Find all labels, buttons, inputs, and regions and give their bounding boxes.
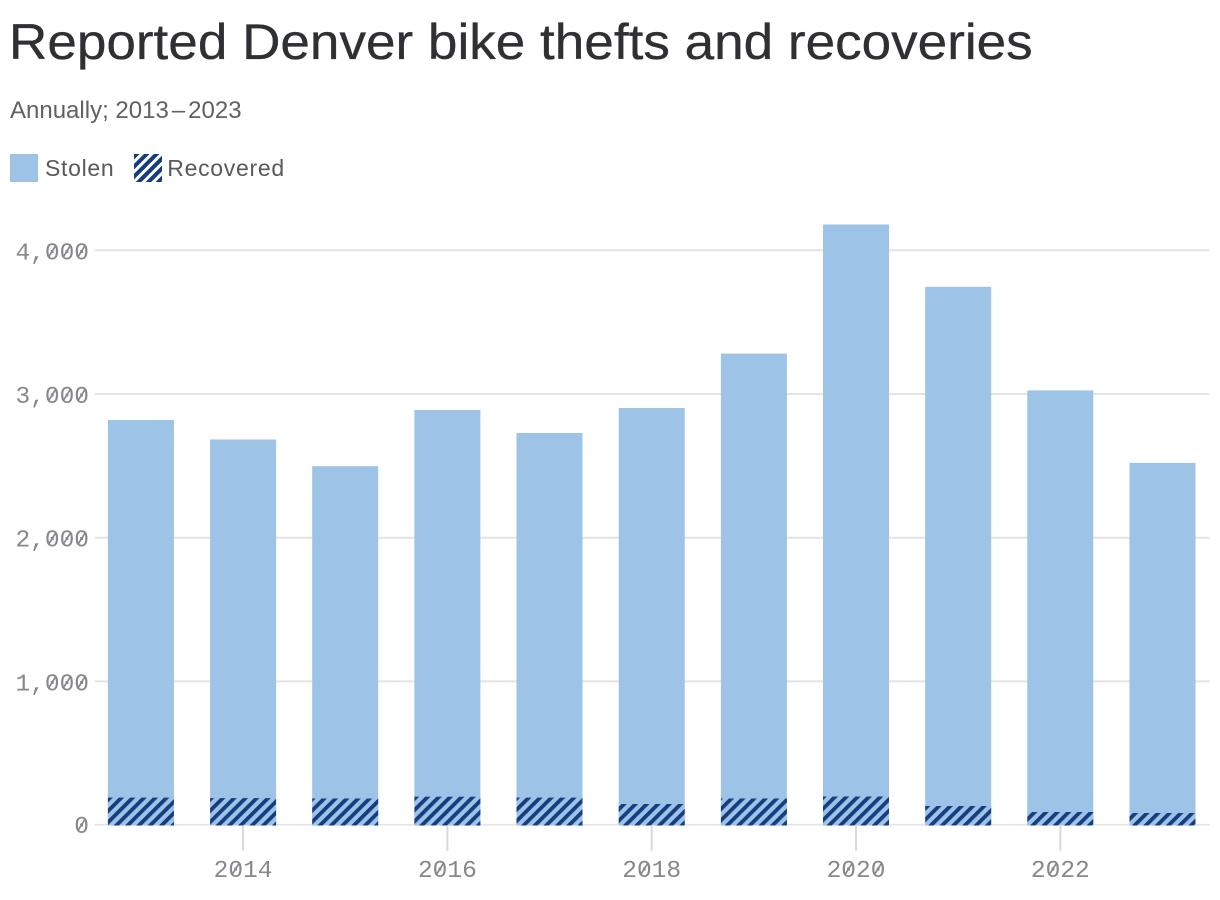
svg-text:4,000: 4,000 (15, 240, 89, 267)
svg-text:0: 0 (74, 814, 89, 841)
svg-text:2014: 2014 (214, 858, 273, 885)
svg-text:2016: 2016 (418, 858, 477, 885)
svg-text:2018: 2018 (622, 858, 681, 885)
svg-text:3,000: 3,000 (15, 384, 89, 411)
svg-text:2022: 2022 (1031, 858, 1090, 885)
svg-text:2,000: 2,000 (15, 528, 89, 555)
svg-text:1,000: 1,000 (15, 671, 89, 698)
